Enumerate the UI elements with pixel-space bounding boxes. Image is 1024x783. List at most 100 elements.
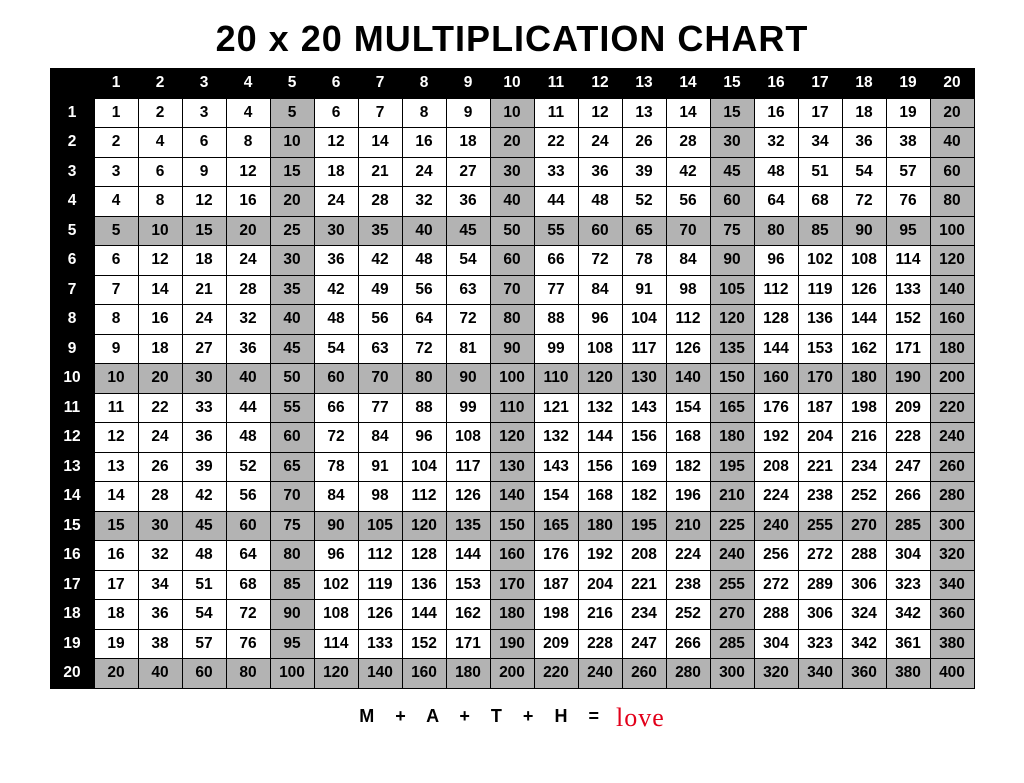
row-header: 19: [50, 629, 94, 659]
table-cell: 209: [534, 629, 578, 659]
table-cell: 36: [182, 423, 226, 453]
table-cell: 160: [754, 364, 798, 394]
table-cell: 272: [754, 570, 798, 600]
table-cell: 176: [534, 541, 578, 571]
table-cell: 224: [666, 541, 710, 571]
table-cell: 156: [578, 452, 622, 482]
footer-logo: M + A + T + H = love: [0, 699, 1024, 729]
table-cell: 252: [666, 600, 710, 630]
table-cell: 221: [622, 570, 666, 600]
table-cell: 9: [182, 157, 226, 187]
table-cell: 68: [226, 570, 270, 600]
table-cell: 13: [94, 452, 138, 482]
table-cell: 75: [270, 511, 314, 541]
table-cell: 121: [534, 393, 578, 423]
table-cell: 238: [798, 482, 842, 512]
table-cell: 91: [622, 275, 666, 305]
table-cell: 18: [842, 98, 886, 128]
table-cell: 400: [930, 659, 974, 689]
table-cell: 136: [798, 305, 842, 335]
table-cell: 34: [138, 570, 182, 600]
table-cell: 10: [138, 216, 182, 246]
table-cell: 34: [798, 128, 842, 158]
table-cell: 80: [226, 659, 270, 689]
table-cell: 16: [754, 98, 798, 128]
table-cell: 90: [710, 246, 754, 276]
table-cell: 9: [94, 334, 138, 364]
table-cell: 32: [402, 187, 446, 217]
col-header: 12: [578, 69, 622, 99]
table-cell: 91: [358, 452, 402, 482]
table-cell: 52: [226, 452, 270, 482]
table-cell: 35: [358, 216, 402, 246]
table-cell: 204: [578, 570, 622, 600]
table-cell: 195: [622, 511, 666, 541]
table-cell: 95: [270, 629, 314, 659]
table-cell: 133: [886, 275, 930, 305]
table-cell: 130: [490, 452, 534, 482]
table-cell: 238: [666, 570, 710, 600]
table-cell: 8: [138, 187, 182, 217]
table-cell: 187: [798, 393, 842, 423]
table-cell: 49: [358, 275, 402, 305]
table-cell: 15: [94, 511, 138, 541]
table-cell: 270: [710, 600, 754, 630]
table-cell: 224: [754, 482, 798, 512]
table-cell: 44: [226, 393, 270, 423]
table-cell: 170: [798, 364, 842, 394]
table-cell: 117: [622, 334, 666, 364]
table-cell: 25: [270, 216, 314, 246]
table-cell: 20: [94, 659, 138, 689]
table-cell: 90: [314, 511, 358, 541]
table-cell: 200: [930, 364, 974, 394]
table-cell: 72: [446, 305, 490, 335]
table-cell: 105: [358, 511, 402, 541]
table-cell: 285: [886, 511, 930, 541]
table-cell: 66: [314, 393, 358, 423]
table-cell: 225: [710, 511, 754, 541]
page: 20 x 20 MULTIPLICATION CHART 12345678910…: [0, 0, 1024, 783]
table-cell: 154: [534, 482, 578, 512]
table-cell: 152: [402, 629, 446, 659]
table-cell: 192: [578, 541, 622, 571]
row-header: 16: [50, 541, 94, 571]
table-cell: 70: [358, 364, 402, 394]
table-cell: 380: [886, 659, 930, 689]
table-cell: 84: [314, 482, 358, 512]
table-cell: 117: [446, 452, 490, 482]
table-cell: 55: [270, 393, 314, 423]
table-cell: 63: [358, 334, 402, 364]
row-header: 18: [50, 600, 94, 630]
table-cell: 120: [490, 423, 534, 453]
table-cell: 60: [578, 216, 622, 246]
col-header: 5: [270, 69, 314, 99]
table-cell: 162: [446, 600, 490, 630]
table-cell: 180: [842, 364, 886, 394]
row-header: 6: [50, 246, 94, 276]
table-cell: 80: [490, 305, 534, 335]
table-cell: 169: [622, 452, 666, 482]
table-cell: 13: [622, 98, 666, 128]
table-cell: 64: [402, 305, 446, 335]
table-cell: 60: [314, 364, 358, 394]
table-cell: 5: [270, 98, 314, 128]
table-cell: 128: [402, 541, 446, 571]
col-header: 15: [710, 69, 754, 99]
table-cell: 208: [622, 541, 666, 571]
table-cell: 99: [534, 334, 578, 364]
table-cell: 342: [886, 600, 930, 630]
table-cell: 195: [710, 452, 754, 482]
table-cell: 60: [182, 659, 226, 689]
table-cell: 81: [446, 334, 490, 364]
row-header: 11: [50, 393, 94, 423]
table-cell: 144: [402, 600, 446, 630]
table-cell: 36: [138, 600, 182, 630]
table-cell: 77: [534, 275, 578, 305]
table-cell: 60: [490, 246, 534, 276]
table-cell: 4: [226, 98, 270, 128]
table-cell: 240: [710, 541, 754, 571]
table-cell: 36: [446, 187, 490, 217]
table-cell: 30: [314, 216, 358, 246]
table-cell: 40: [930, 128, 974, 158]
table-cell: 228: [578, 629, 622, 659]
